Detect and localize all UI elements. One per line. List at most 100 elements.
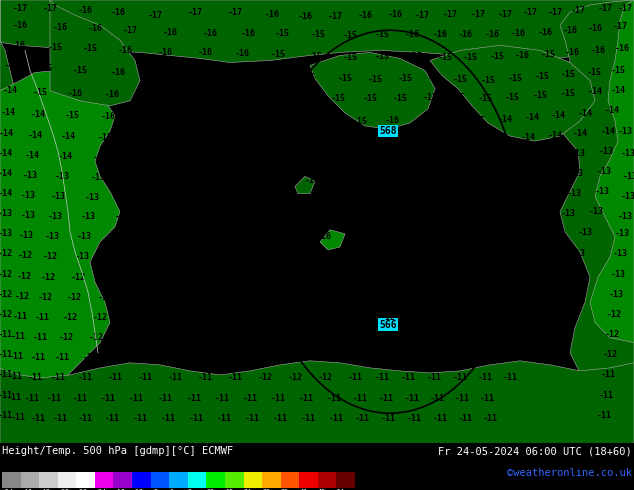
Text: -11: -11	[27, 373, 42, 382]
Text: -15: -15	[415, 117, 429, 125]
Text: -11: -11	[353, 393, 368, 403]
Text: -13: -13	[318, 313, 333, 322]
Text: -16: -16	[458, 30, 472, 39]
Text: -11: -11	[378, 393, 394, 403]
Text: -13: -13	[567, 189, 581, 198]
Text: -13: -13	[108, 252, 122, 262]
Text: -16: -16	[432, 30, 448, 39]
Text: -12: -12	[0, 310, 13, 319]
Text: -11: -11	[0, 350, 13, 359]
Text: -11: -11	[245, 414, 259, 423]
Text: -13: -13	[351, 313, 365, 322]
Text: -16: -16	[238, 156, 254, 165]
Text: -42: -42	[39, 489, 51, 490]
Polygon shape	[555, 0, 634, 393]
Text: -17: -17	[340, 158, 356, 167]
Text: -11: -11	[167, 373, 183, 382]
Text: -12: -12	[41, 272, 56, 282]
Text: -15: -15	[437, 53, 453, 62]
Text: -13: -13	[110, 232, 126, 242]
Text: -13: -13	[119, 193, 134, 202]
Text: -16: -16	[250, 116, 266, 124]
Text: -13: -13	[545, 151, 559, 160]
Bar	[262, 472, 281, 488]
Text: -48: -48	[20, 489, 32, 490]
Text: -15: -15	[462, 53, 477, 62]
Text: -15: -15	[228, 71, 242, 80]
Text: -14: -14	[462, 252, 477, 262]
Text: -15: -15	[172, 135, 188, 144]
Text: -14: -14	[441, 232, 455, 242]
Text: -14: -14	[578, 109, 593, 119]
Text: -11: -11	[455, 393, 470, 403]
Text: -13: -13	[77, 232, 91, 242]
Text: -16: -16	[184, 92, 200, 101]
Text: -16: -16	[110, 68, 126, 77]
Text: -11: -11	[105, 414, 119, 423]
Text: -14: -14	[521, 133, 536, 142]
Text: -12: -12	[529, 292, 543, 301]
Bar	[95, 472, 113, 488]
Text: -11: -11	[53, 414, 67, 423]
Text: 30: 30	[262, 489, 270, 490]
Text: -11: -11	[51, 373, 65, 382]
Text: -15: -15	[335, 272, 351, 282]
Text: -14: -14	[30, 110, 46, 120]
Text: -16: -16	[515, 51, 529, 60]
Text: -11: -11	[186, 393, 202, 403]
Text: -15: -15	[451, 211, 465, 220]
Text: -12: -12	[354, 353, 370, 362]
Text: 38: 38	[281, 489, 288, 490]
Text: -14: -14	[25, 151, 39, 160]
Text: -11: -11	[401, 373, 415, 382]
Text: -15: -15	[65, 111, 79, 121]
Text: -8: -8	[151, 489, 158, 490]
Text: -12: -12	[132, 489, 144, 490]
Text: 568: 568	[379, 126, 397, 136]
Text: -15: -15	[186, 212, 202, 221]
Text: -11: -11	[380, 414, 396, 423]
Text: -12: -12	[67, 293, 82, 302]
Text: -17: -17	[443, 10, 458, 19]
Bar	[188, 472, 207, 488]
Text: -12: -12	[607, 310, 621, 319]
Text: -15: -15	[443, 117, 458, 125]
Text: -12: -12	[408, 313, 424, 322]
Text: -13: -13	[598, 147, 614, 156]
Text: -12: -12	[562, 270, 578, 280]
Text: -15: -15	[451, 93, 465, 102]
Text: -12: -12	[205, 353, 219, 362]
Text: -16: -16	[562, 26, 578, 35]
Text: -14: -14	[524, 113, 540, 122]
Text: -16: -16	[387, 10, 403, 19]
Text: -14: -14	[129, 154, 143, 163]
Text: -15: -15	[134, 134, 150, 143]
Text: -12: -12	[15, 292, 30, 301]
Text: -13: -13	[522, 230, 538, 239]
Polygon shape	[0, 0, 634, 63]
Text: -15: -15	[422, 93, 437, 102]
Text: -11: -11	[0, 411, 13, 420]
Text: -13: -13	[448, 293, 462, 302]
Text: -17: -17	[309, 157, 323, 166]
Text: -11: -11	[25, 393, 39, 403]
Text: -17: -17	[415, 11, 429, 20]
Text: -11: -11	[273, 414, 287, 423]
Text: -11: -11	[453, 373, 467, 382]
Text: -15: -15	[321, 117, 335, 125]
Text: -11: -11	[347, 373, 363, 382]
Text: -16: -16	[223, 212, 238, 221]
Text: -11: -11	[515, 353, 529, 362]
Text: -11: -11	[489, 353, 503, 362]
Text: -16: -16	[432, 175, 448, 184]
Text: -12: -12	[124, 313, 139, 322]
Text: -13: -13	[536, 271, 552, 281]
Text: -13: -13	[252, 313, 268, 322]
Text: -13: -13	[221, 313, 235, 322]
Text: -16: -16	[404, 30, 420, 39]
Text: -14: -14	[604, 106, 619, 115]
Text: -11: -11	[271, 393, 285, 403]
Text: -16: -16	[510, 29, 526, 38]
Text: -17: -17	[228, 193, 243, 202]
Text: -38: -38	[58, 489, 70, 490]
